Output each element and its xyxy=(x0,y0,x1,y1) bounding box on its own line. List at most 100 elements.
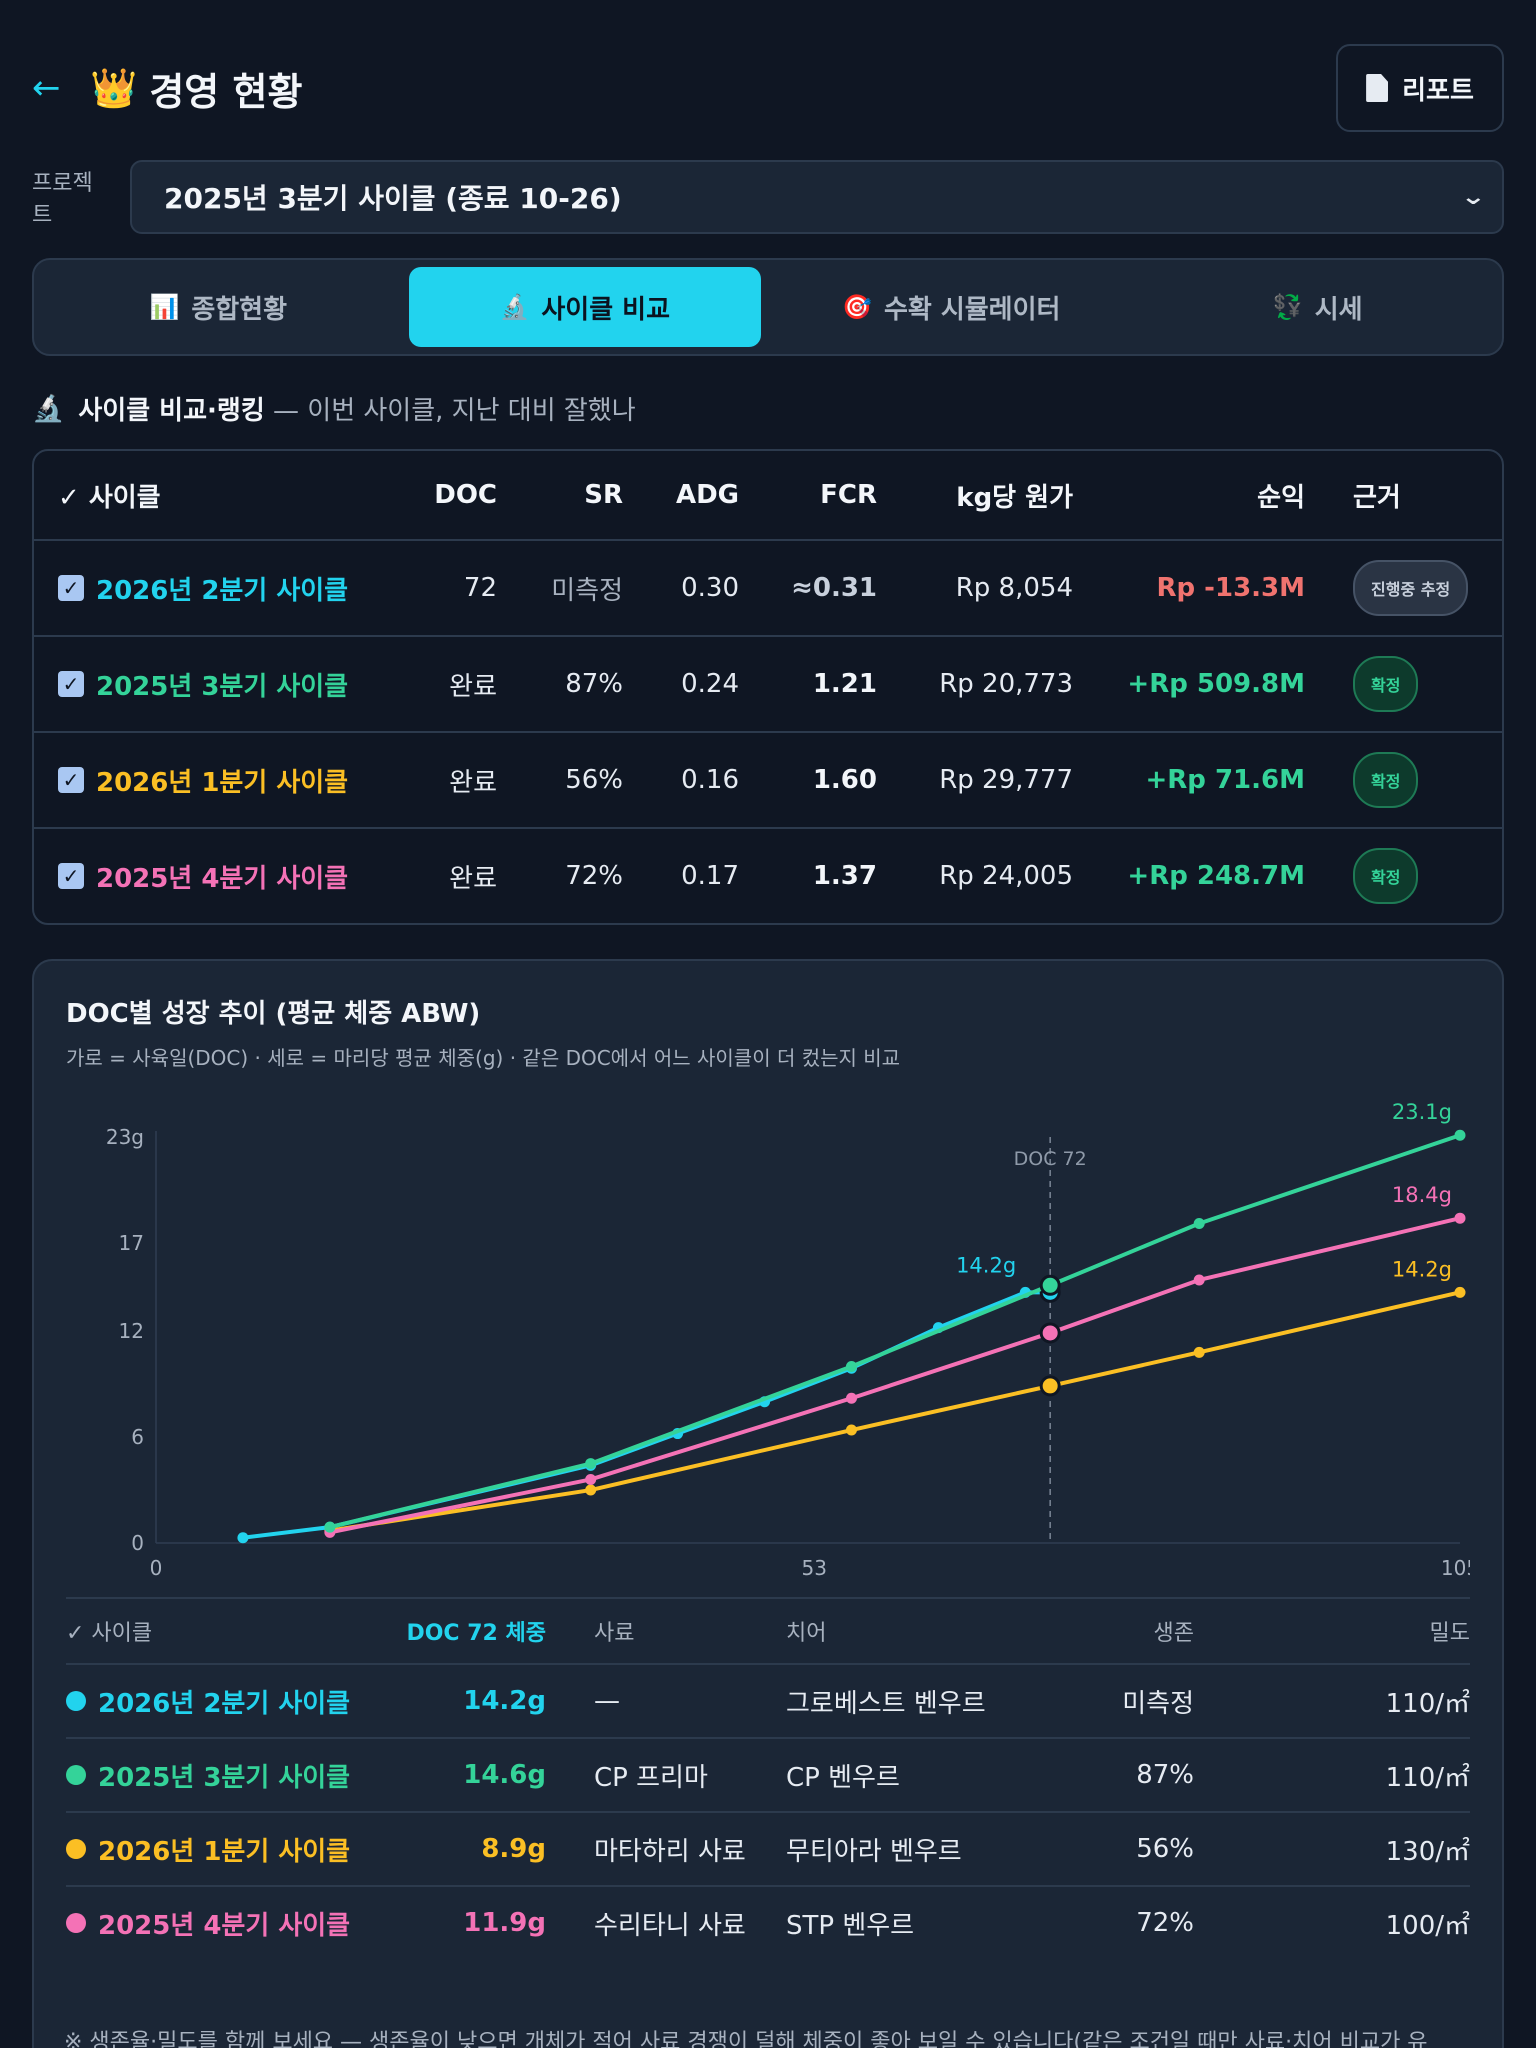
header-adg: ADG xyxy=(675,480,739,510)
tab-market-price[interactable]: 💱 시세 xyxy=(1142,267,1495,347)
growth-chart-card: DOC별 성장 추이 (평균 체중 ABW) 가로 = 사육일(DOC) · 세… xyxy=(32,959,1504,2048)
cycle-checkbox[interactable]: ✓ xyxy=(58,671,84,697)
project-label: 프로젝트 xyxy=(32,171,93,228)
tab-label: 사이클 비교 xyxy=(541,294,671,325)
cycle-cell: ✓ 2026년 1분기 사이클 xyxy=(34,762,369,799)
tab-bar: 📊 종합현황 🔬 사이클 비교 🎯 수확 시뮬레이터 💱 시세 xyxy=(32,258,1504,356)
growth-line-chart: 0 6 12 17 23g 0 53 105 DOC (사육일) DOC 72 14.2g 23.1g… xyxy=(106,1100,1470,1597)
series-dot-icon xyxy=(66,1839,86,1859)
table-row: ✓ 2026년 2분기 사이클 72 미측정 0.30 ≈0.31 Rp 8,0… xyxy=(34,539,1502,635)
basis-cell: 확정 xyxy=(1305,752,1502,808)
table-row: ✓ 2025년 4분기 사이클 완료 72% 0.17 1.37 Rp 24,0… xyxy=(34,827,1502,923)
table-body: ✓ 2026년 2분기 사이클 72 미측정 0.30 ≈0.31 Rp 8,0… xyxy=(34,539,1502,923)
header-cost: kg당 원가 xyxy=(956,482,1073,513)
status-badge: 확정 xyxy=(1353,848,1419,904)
data-point xyxy=(1454,1129,1466,1141)
table-row: 2026년 1분기 사이클 8.9g 마타하리 사료 무티아라 벤우르 56% … xyxy=(66,1811,1470,1885)
data-point xyxy=(845,1424,857,1436)
cycle-name: 2026년 2분기 사이클 xyxy=(98,1688,351,1719)
sr-cell: 56% xyxy=(565,765,623,795)
microscope-icon: 🔬 xyxy=(499,293,530,321)
header-sr: SR xyxy=(584,480,623,510)
header: ← 👑 경영 현황 리포트 xyxy=(32,0,1504,176)
data-point xyxy=(1193,1217,1205,1229)
data-point xyxy=(1454,1212,1466,1224)
status-badge: 확정 xyxy=(1353,752,1419,808)
header-survival: 생존 xyxy=(1153,1621,1194,1646)
series-dot-icon xyxy=(66,1691,86,1711)
fcr-cell: 1.37 xyxy=(812,861,877,891)
profit-cell: +Rp 509.8M xyxy=(1127,669,1305,699)
adg-cell: 0.16 xyxy=(681,765,739,795)
feed-cell: — xyxy=(594,1686,620,1716)
data-point xyxy=(585,1473,597,1485)
tab-cycle-compare[interactable]: 🔬 사이클 비교 xyxy=(408,267,761,347)
cycle-checkbox[interactable]: ✓ xyxy=(58,767,84,793)
cycle-name: 2025년 4분기 사이클 xyxy=(96,863,349,894)
doc-cell: 완료 xyxy=(449,863,497,894)
data-point xyxy=(845,1392,857,1404)
profit-cell: +Rp 71.6M xyxy=(1145,765,1306,795)
data-point xyxy=(237,1532,249,1544)
project-row: 프로젝트 2025년 3분기 사이클 (종료 10-26) ⌄ xyxy=(32,160,1504,234)
microscope-icon: 🔬 xyxy=(32,393,65,424)
cycle-cell: ✓ 2025년 4분기 사이클 xyxy=(34,858,369,895)
weight-cell: 8.9g xyxy=(481,1834,546,1864)
data-point xyxy=(324,1521,336,1533)
feed-cell: 수리타니 사료 xyxy=(594,1910,746,1941)
basis-cell: 확정 xyxy=(1305,656,1502,712)
x-axis-label: DOC (사육일) xyxy=(747,1596,869,1597)
table-header-row: ✓ 사이클 DOC 72 체중 사료 치어 생존 밀도 xyxy=(66,1597,1470,1663)
table-row: ✓ 2025년 3분기 사이클 완료 87% 0.24 1.21 Rp 20,7… xyxy=(34,635,1502,731)
header-doc: DOC xyxy=(434,480,497,510)
fry-cell: STP 벤우르 xyxy=(786,1910,915,1941)
cycle-name: 2026년 1분기 사이클 xyxy=(98,1836,351,1867)
header-cycle[interactable]: ✓ 사이클 xyxy=(58,482,161,513)
chart-subtitle: 가로 = 사육일(DOC) · 세로 = 마리당 평균 체중(g) · 같은 D… xyxy=(66,1046,901,1070)
adg-cell: 0.30 xyxy=(681,573,739,603)
x-tick-label: 53 xyxy=(801,1556,826,1580)
project-select[interactable]: 2025년 3분기 사이클 (종료 10-26) ⌄ xyxy=(130,160,1504,234)
series-dot-icon xyxy=(66,1765,86,1785)
chart-title: DOC별 성장 추이 (평균 체중 ABW) xyxy=(66,999,481,1029)
table-header-row: ✓ 사이클 DOC SR ADG FCR kg당 원가 순익 근거 xyxy=(34,451,1502,539)
cycle-name: 2025년 3분기 사이클 xyxy=(98,1762,351,1793)
density-cell: 100/㎡ xyxy=(1385,1910,1470,1941)
fcr-cell: ≈0.31 xyxy=(791,573,877,603)
x-tick-label: 0 xyxy=(150,1556,163,1580)
tab-harvest-simulator[interactable]: 🎯 수확 시뮬레이터 xyxy=(775,267,1128,347)
header-feed: 사료 xyxy=(594,1621,635,1646)
series-end-label: 23.1g xyxy=(1392,1100,1452,1124)
y-tick-label: 17 xyxy=(119,1231,144,1255)
doc-cell: 완료 xyxy=(449,767,497,798)
header-basis: 근거 xyxy=(1353,482,1401,513)
series-line xyxy=(327,1290,1462,1533)
series-line xyxy=(327,1216,1462,1535)
weight-cell: 11.9g xyxy=(463,1908,546,1938)
cycle-checkbox[interactable]: ✓ xyxy=(58,863,84,889)
section-title: 사이클 비교·랭킹 xyxy=(78,396,265,426)
header-fry: 치어 xyxy=(786,1621,827,1646)
data-point xyxy=(1039,1375,1061,1397)
profit-cell: +Rp 248.7M xyxy=(1127,861,1305,891)
data-point xyxy=(1039,1274,1061,1296)
x-tick-label: 105 xyxy=(1441,1556,1470,1580)
data-point xyxy=(1039,1322,1061,1344)
table-row: 2026년 2분기 사이클 14.2g — 그로베스트 벤우르 미측정 110/… xyxy=(66,1663,1470,1737)
back-arrow-icon[interactable]: ← xyxy=(32,68,61,108)
fry-cell: 그로베스트 벤우르 xyxy=(786,1688,986,1719)
cycle-checkbox[interactable]: ✓ xyxy=(58,575,84,601)
fcr-cell: 1.21 xyxy=(812,669,877,699)
series-end-label: 14.2g xyxy=(956,1253,1016,1277)
series-line xyxy=(327,1133,1462,1530)
doc-cell: 완료 xyxy=(449,671,497,702)
survival-cell: 87% xyxy=(1136,1760,1194,1790)
table-body: 2026년 2분기 사이클 14.2g — 그로베스트 벤우르 미측정 110/… xyxy=(66,1663,1470,1959)
cycle-cell: 2026년 1분기 사이클 xyxy=(66,1831,466,1868)
tab-overview[interactable]: 📊 종합현황 xyxy=(42,267,395,347)
survival-cell: 72% xyxy=(1136,1908,1194,1938)
data-point xyxy=(1193,1274,1205,1286)
target-icon: 🎯 xyxy=(842,293,872,321)
header-fcr: FCR xyxy=(820,480,877,510)
report-button[interactable]: 리포트 xyxy=(1336,44,1504,132)
